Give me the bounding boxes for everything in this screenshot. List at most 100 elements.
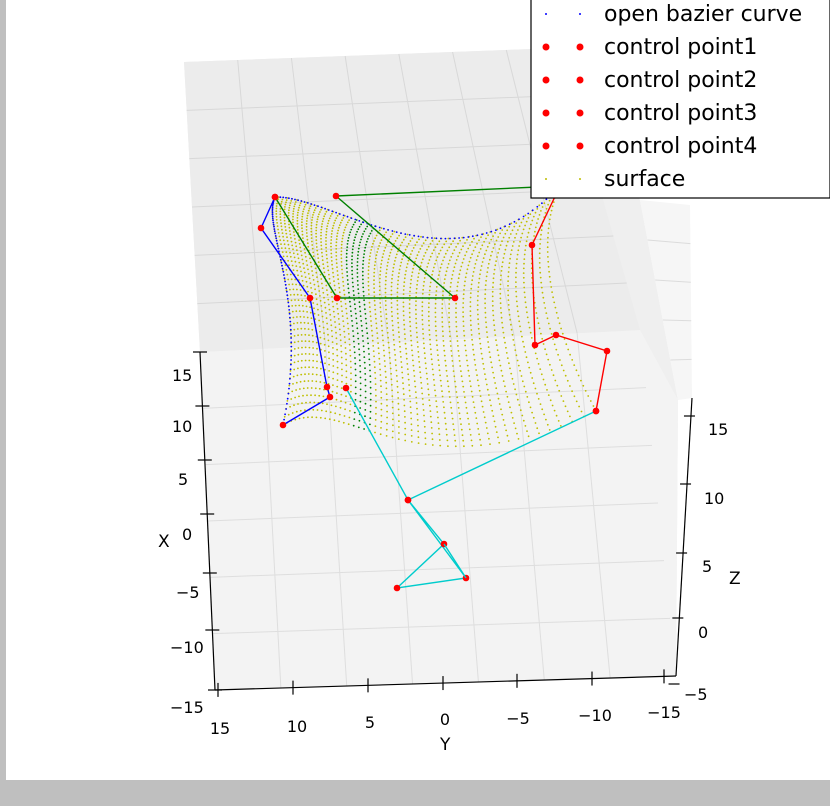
surface-point — [534, 226, 537, 229]
surface-point — [329, 411, 332, 414]
surface-point — [415, 304, 417, 307]
surface-point — [544, 307, 547, 309]
surface-point — [294, 396, 296, 399]
surface-point — [515, 276, 517, 279]
surface-point — [359, 388, 362, 391]
surface-point — [405, 357, 408, 360]
surface-point — [369, 410, 372, 413]
legend-label: surface — [604, 167, 685, 192]
surface-point — [534, 422, 537, 424]
surface-point — [432, 373, 435, 376]
surface-point — [414, 391, 417, 393]
grid-line — [204, 444, 653, 466]
surface-point — [553, 301, 556, 304]
surface-point — [396, 287, 399, 290]
surface-point — [336, 392, 338, 394]
surface-point — [487, 234, 489, 237]
surface-point — [342, 280, 344, 283]
surface-point — [486, 331, 488, 333]
surface-point — [387, 258, 390, 260]
surface-point — [549, 214, 552, 216]
surface-point — [378, 285, 381, 288]
surface-point — [434, 302, 437, 305]
surface-point — [501, 229, 504, 231]
surface-point — [341, 272, 344, 275]
control-polygon-edge — [335, 185, 561, 197]
surface-point — [292, 218, 294, 221]
surface-point — [388, 255, 391, 257]
surface-point — [302, 387, 305, 390]
surface-point — [534, 211, 537, 214]
surface-point — [353, 418, 356, 420]
surface-point — [332, 384, 334, 386]
surface-point — [291, 264, 294, 267]
bezier-curve-point — [462, 236, 465, 239]
surface-point — [397, 331, 400, 334]
surface-point — [402, 310, 405, 312]
surface-point — [313, 401, 316, 404]
surface-point — [310, 233, 313, 236]
surface-point — [385, 376, 387, 379]
surface-point — [304, 353, 307, 355]
surface-point — [395, 375, 398, 377]
surface-point — [509, 233, 512, 235]
surface-point — [557, 317, 559, 319]
surface-point — [465, 272, 468, 275]
surface-point — [363, 361, 366, 364]
surface-point — [503, 336, 505, 339]
surface-point — [444, 359, 447, 362]
surface-point — [403, 328, 406, 331]
surface-point — [481, 357, 484, 360]
surface-point — [321, 251, 323, 254]
surface-point — [499, 364, 502, 367]
surface-point — [521, 380, 524, 383]
surface-point — [293, 335, 296, 337]
surface-point — [408, 389, 411, 392]
surface-point — [354, 236, 356, 239]
surface-point — [382, 253, 385, 255]
surface-point — [335, 343, 338, 345]
surface-point — [468, 423, 470, 425]
surface-point — [352, 424, 355, 427]
surface-point — [456, 289, 458, 292]
surface-point — [362, 278, 364, 281]
surface-point — [480, 236, 482, 239]
surface-point — [316, 218, 319, 221]
surface-point — [470, 390, 473, 393]
surface-point — [325, 312, 327, 314]
surface-point — [501, 375, 504, 377]
surface-point — [527, 321, 530, 324]
surface-point — [393, 230, 396, 233]
surface-point — [331, 230, 333, 232]
surface-point — [443, 349, 446, 352]
surface-point — [351, 277, 354, 280]
surface-point — [422, 342, 425, 345]
surface-point — [508, 308, 510, 311]
surface-point — [275, 218, 278, 221]
surface-point — [354, 307, 357, 310]
surface-point — [469, 319, 472, 322]
surface-point — [294, 260, 297, 263]
surface-point — [379, 374, 382, 376]
surface-point — [311, 380, 314, 382]
surface-point — [345, 312, 348, 315]
surface-point — [477, 290, 479, 293]
surface-point — [482, 362, 485, 365]
surface-point — [322, 267, 325, 270]
surface-point — [306, 242, 309, 245]
surface-point — [311, 334, 314, 337]
surface-point — [386, 322, 388, 325]
surface-point — [312, 255, 315, 258]
surface-point — [370, 230, 373, 232]
surface-point — [357, 284, 359, 286]
surface-point — [281, 251, 284, 254]
surface-point — [371, 245, 373, 248]
surface-point — [373, 283, 375, 285]
surface-point — [338, 420, 340, 423]
surface-point — [336, 348, 338, 351]
surface-point — [390, 306, 393, 309]
surface-point — [307, 209, 310, 212]
surface-point — [448, 303, 451, 305]
surface-point — [540, 332, 542, 335]
surface-point — [417, 436, 420, 439]
